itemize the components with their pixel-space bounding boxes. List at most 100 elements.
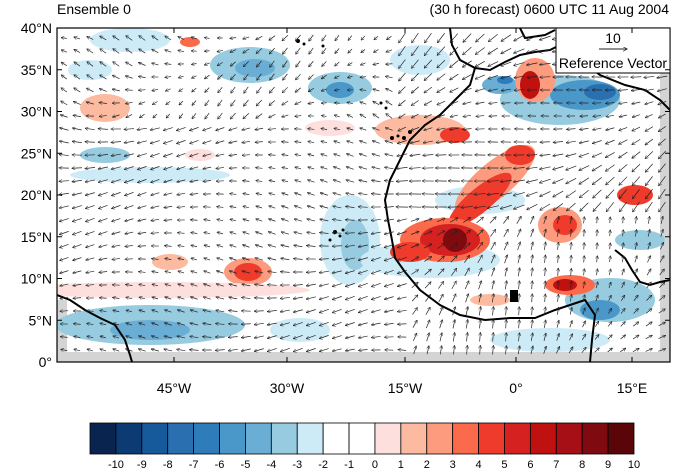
- wind-vector: [113, 336, 120, 338]
- wind-vector: [99, 258, 108, 260]
- wind-vector: [73, 270, 82, 273]
- wind-vector: [99, 89, 107, 92]
- wind-vector: [178, 245, 185, 246]
- wind-vector: [204, 38, 210, 39]
- wind-vector: [74, 75, 81, 80]
- wind-vector: [646, 295, 651, 301]
- wind-vector: [216, 154, 225, 156]
- x-tick-label: 30°W: [270, 380, 305, 396]
- colorbar-swatch: [322, 422, 350, 455]
- wind-vector: [73, 244, 82, 247]
- wind-vector: [501, 75, 512, 79]
- wind-vector: [205, 87, 210, 93]
- wind-vector: [449, 218, 458, 223]
- wind-vector: [570, 294, 571, 302]
- wind-vector: [139, 336, 146, 339]
- wind-vector: [308, 167, 315, 169]
- wind-vector: [100, 36, 107, 41]
- wind-vector: [138, 232, 147, 233]
- wind-vector: [413, 333, 416, 342]
- wind-vector: [450, 60, 459, 67]
- wind-vector: [59, 244, 69, 247]
- wind-vector: [503, 229, 508, 237]
- wind-vector: [59, 205, 69, 208]
- wind-vector: [269, 193, 276, 195]
- colorbar-label: 0: [372, 459, 378, 471]
- wind-vector: [282, 115, 289, 117]
- wind-vector: [513, 179, 525, 182]
- wind-vector: [493, 307, 494, 316]
- wind-vector: [610, 243, 611, 250]
- wind-vector: [463, 46, 472, 55]
- wind-vector: [86, 102, 94, 105]
- wind-vector: [348, 63, 353, 66]
- wind-vector: [192, 113, 197, 118]
- wind-vector: [242, 141, 251, 142]
- wind-vector: [605, 139, 615, 144]
- wind-vector: [660, 229, 663, 237]
- wind-vector: [204, 51, 210, 52]
- wind-vector: [553, 166, 564, 169]
- wind-vector: [411, 282, 418, 289]
- wind-vector: [179, 113, 184, 119]
- wind-vector: [152, 101, 158, 105]
- wind-vector: [424, 73, 433, 80]
- wind-vector: [360, 90, 367, 91]
- wind-vector: [531, 346, 533, 355]
- wind-vector: [658, 349, 665, 352]
- wind-vector: [450, 128, 459, 129]
- wind-vector: [217, 258, 224, 261]
- wind-vector: [308, 129, 315, 130]
- wind-vector: [425, 307, 430, 315]
- wind-vector: [111, 154, 121, 156]
- wind-vector: [518, 333, 519, 342]
- wind-vector: [218, 99, 223, 106]
- colorbar-label: 1: [398, 459, 404, 471]
- wind-vector: [399, 72, 406, 81]
- wind-vector: [152, 323, 159, 326]
- wind-vector: [281, 219, 289, 222]
- wind-vector: [151, 219, 160, 220]
- wind-vector: [255, 258, 264, 261]
- wind-vector: [269, 47, 275, 54]
- wind-vector: [268, 258, 277, 260]
- wind-vector: [203, 140, 212, 144]
- wind-vector: [594, 348, 599, 353]
- wind-vector: [492, 281, 494, 290]
- wind-vector: [256, 168, 263, 169]
- wind-vector: [646, 201, 653, 212]
- wind-vector: [85, 192, 95, 196]
- colorbar-label: 3: [450, 459, 456, 471]
- wind-vector: [606, 202, 615, 211]
- wind-vector: [660, 242, 663, 250]
- wind-vector: [413, 346, 417, 355]
- wind-vector: [308, 180, 315, 183]
- wind-vector: [646, 269, 651, 276]
- wind-vector: [645, 114, 653, 117]
- wind-vector: [100, 310, 107, 311]
- wind-vector: [321, 74, 327, 79]
- y-tick-label: 40°N: [21, 20, 52, 36]
- wind-vector: [242, 284, 251, 286]
- wind-vector: [113, 62, 120, 67]
- wind-vector: [493, 346, 494, 355]
- wind-vector: [398, 349, 407, 350]
- wind-vector: [437, 59, 446, 68]
- wind-vector: [463, 217, 470, 223]
- wind-vector: [632, 348, 639, 352]
- wind-vector: [309, 60, 314, 67]
- wind-vector: [319, 232, 329, 233]
- wind-vector: [178, 76, 184, 78]
- wind-vector: [595, 321, 598, 327]
- wind-vector: [532, 281, 533, 290]
- wind-vector: [633, 309, 639, 314]
- wind-vector: [243, 193, 250, 194]
- wind-vector: [448, 207, 461, 208]
- wind-vector: [514, 90, 524, 91]
- wind-vector: [516, 229, 520, 238]
- wind-vector: [151, 336, 159, 339]
- wind-vector: [283, 60, 288, 67]
- wind-vector: [113, 297, 120, 298]
- wind-vector: [113, 349, 120, 351]
- wind-vector: [424, 244, 432, 249]
